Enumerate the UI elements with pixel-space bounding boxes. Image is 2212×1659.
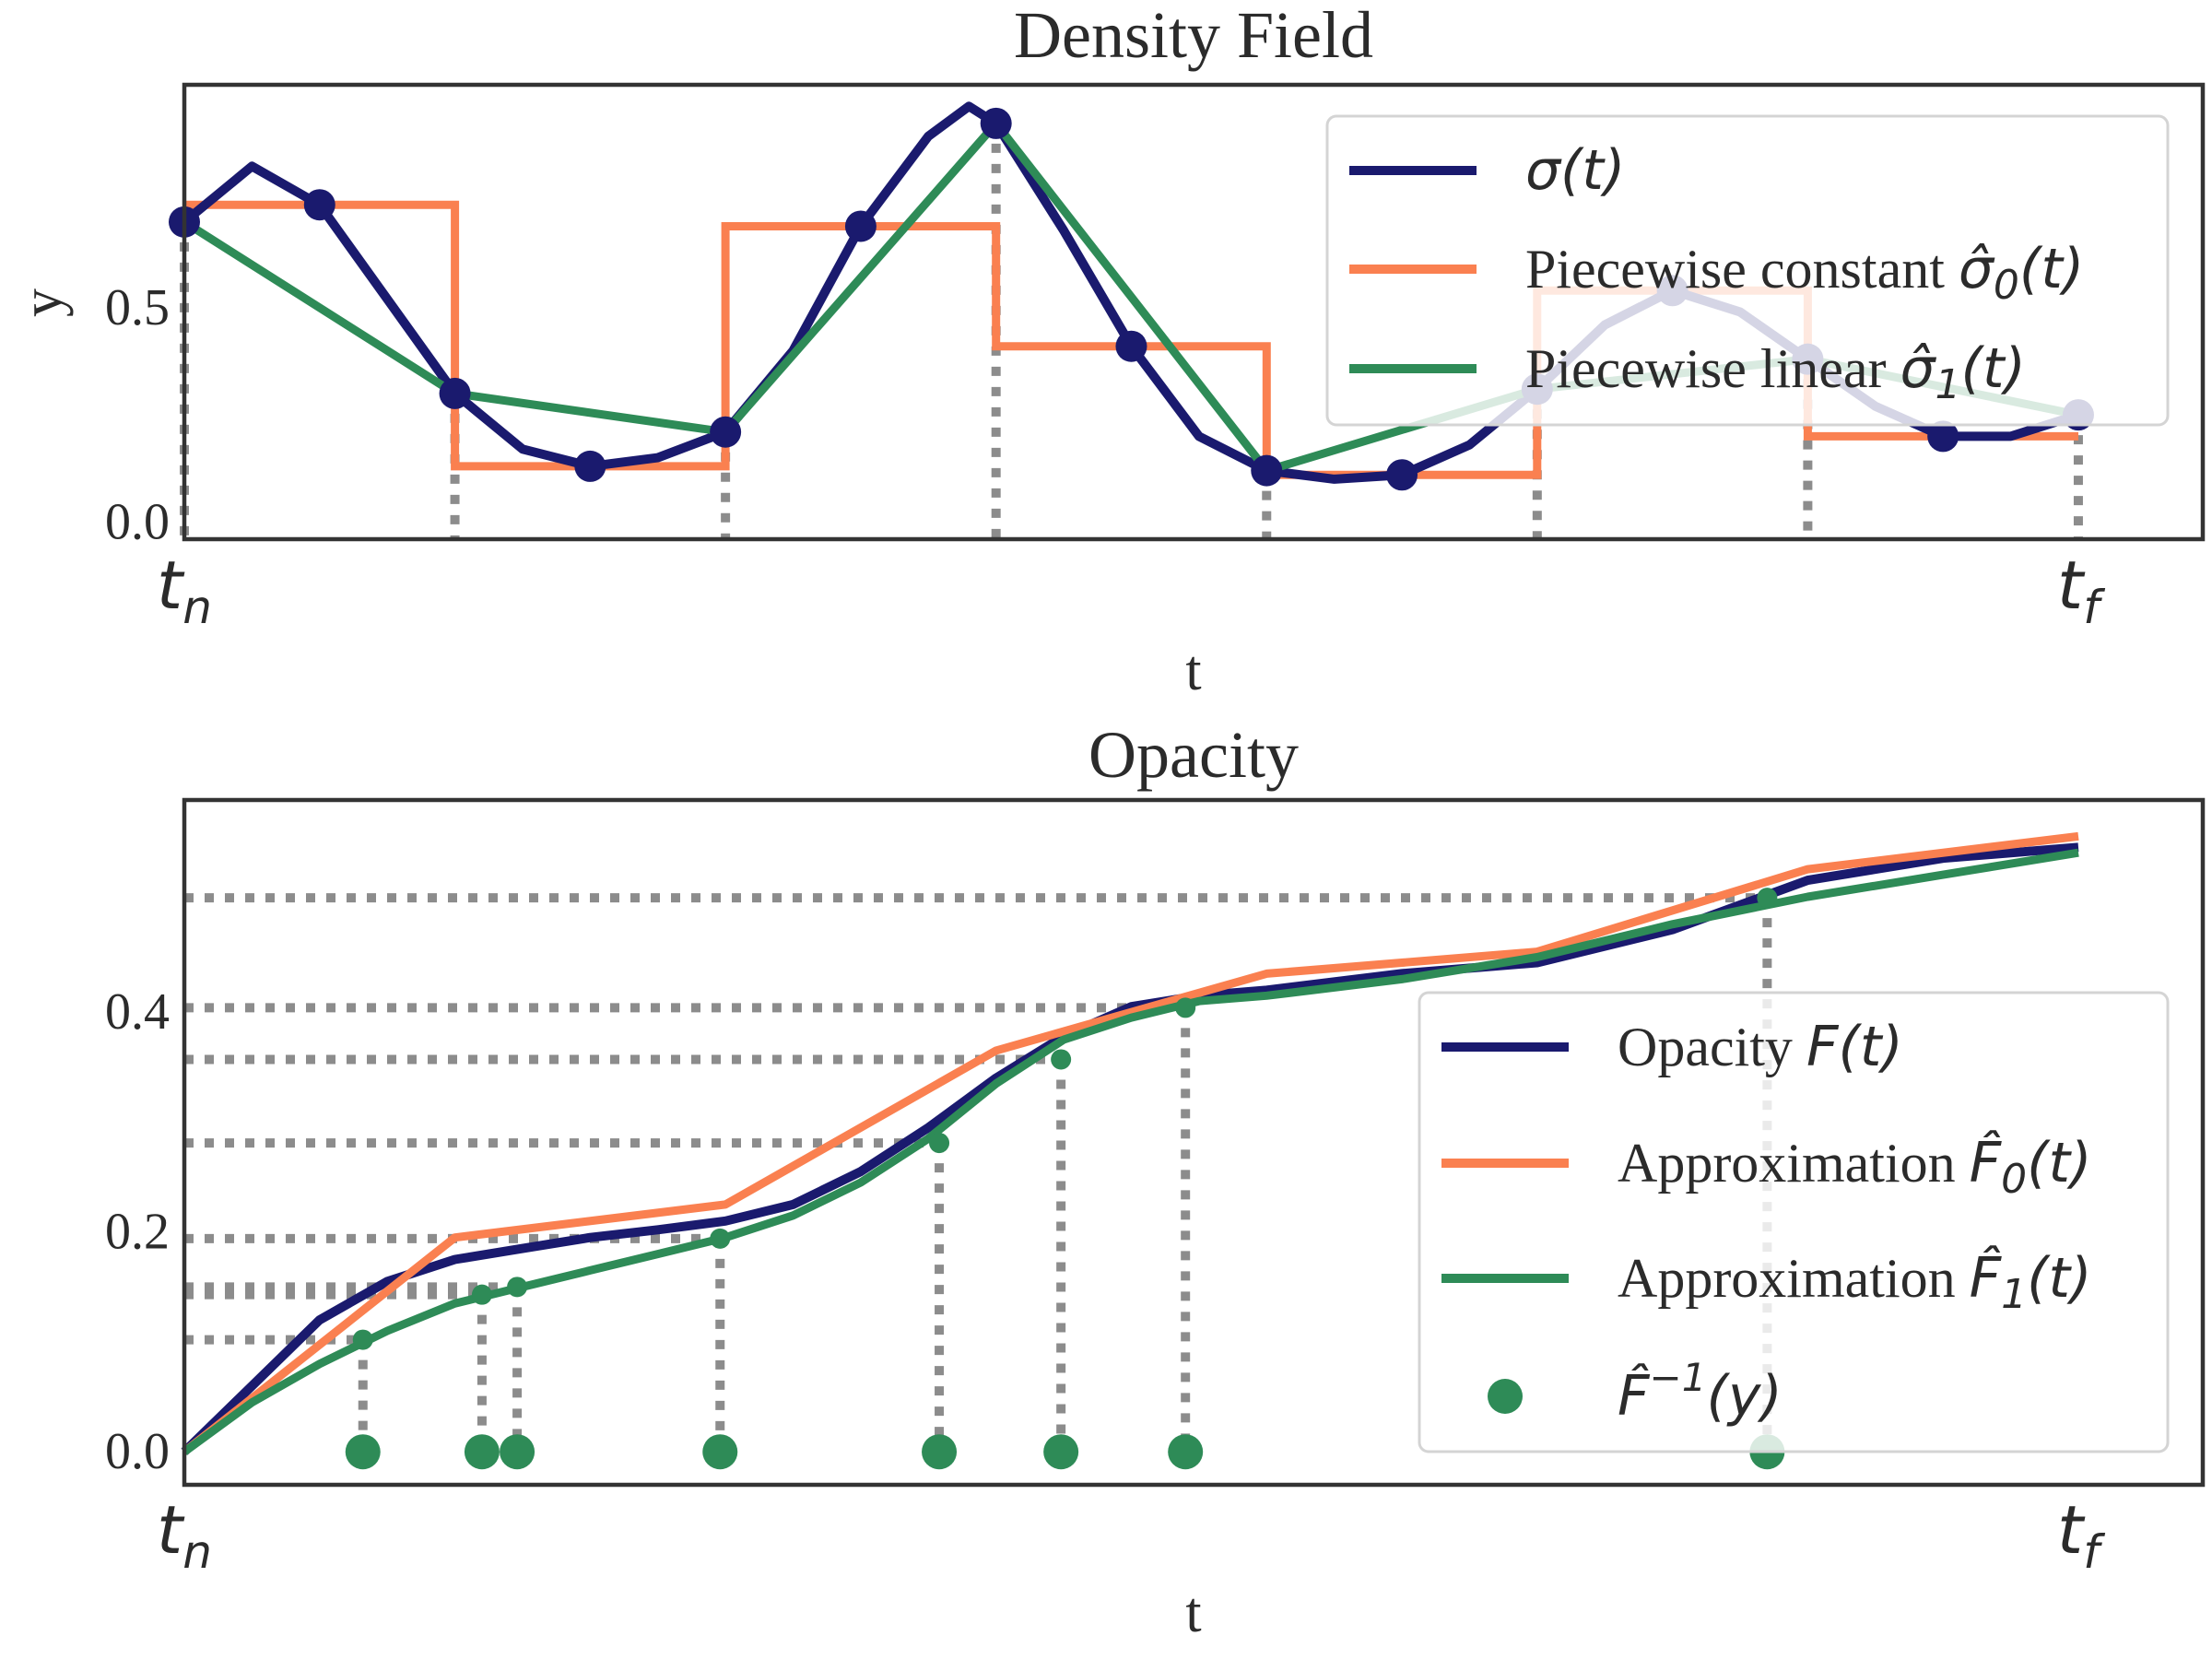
legend-text: Approximation	[1618, 1248, 1970, 1309]
x-tick-label: tn	[157, 547, 212, 634]
inverse-curve-point	[929, 1133, 950, 1154]
inverse-sample-point	[922, 1434, 958, 1470]
sample-point	[303, 189, 335, 221]
x-tick-label: tf	[2057, 1491, 2105, 1579]
x-tick-label: tn	[157, 1491, 212, 1579]
inverse-curve-point	[471, 1284, 492, 1305]
legend-math: F	[1806, 1015, 1840, 1079]
legend-label: F̂−1(y)	[1618, 1355, 1783, 1429]
legend-subscript: 0	[2001, 1156, 2027, 1203]
opacity-curve	[181, 842, 2079, 1455]
legend-math: F̂	[1618, 1363, 1651, 1429]
legend-subscript: 1	[2001, 1271, 2027, 1318]
inverse-curve-point	[1051, 1049, 1072, 1070]
legend-math: σ(t)	[1525, 138, 1625, 203]
legend-label: Approximation F̂1(t)	[1618, 1245, 2091, 1318]
plot-frame	[182, 797, 2206, 1488]
sample-point	[574, 450, 606, 482]
inverse-sample-point	[500, 1434, 535, 1470]
legend-math: F̂	[1970, 1245, 2003, 1311]
sample-point	[710, 416, 742, 448]
y-axis-label: y	[11, 288, 74, 317]
legend-box	[1325, 114, 2170, 427]
x-tick-subscript: n	[182, 581, 212, 634]
inverse-curve-point	[507, 1277, 528, 1298]
legend-math-tail: (y)	[1706, 1364, 1782, 1429]
legend-math: F̂	[1970, 1130, 2003, 1195]
sample-point	[1115, 330, 1147, 362]
legend-math-tail: (t)	[2027, 1246, 2091, 1311]
approximation-f0-line	[182, 831, 2079, 1455]
inverse-sample-point	[345, 1434, 381, 1470]
legend-label: Piecewise linear σ̂1(t)	[1525, 336, 2026, 408]
sample-point	[844, 210, 877, 242]
y-tick-label: 0.5	[105, 279, 170, 336]
legend-box	[1418, 991, 2170, 1453]
x-tick-subscript: f	[2083, 1525, 2105, 1579]
legend-subscript: 1	[1936, 361, 1961, 408]
legend-subscript: 0	[1994, 262, 2019, 309]
legend-text: Piecewise constant	[1525, 239, 1959, 300]
y-tick-label: 0.2	[105, 1204, 170, 1261]
legend-math-tail: (t)	[2019, 237, 2084, 301]
legend-label: Piecewise constant σ̂0(t)	[1525, 237, 2084, 309]
sample-point	[1386, 459, 1418, 491]
legend-marker	[1488, 1379, 1523, 1414]
inverse-curve-point	[1757, 888, 1778, 909]
x-tick-subscript: n	[182, 1525, 212, 1579]
approximation-f1-line	[182, 848, 2079, 1455]
sample-point	[1927, 420, 1959, 453]
x-tick-symbol: t	[157, 547, 185, 624]
x-tick-symbol: t	[2057, 547, 2086, 624]
x-axis-label: t	[1185, 1582, 1201, 1644]
legend-label: Opacity F(t)	[1618, 1015, 1903, 1079]
sample-point	[980, 107, 1012, 139]
inverse-curve-point	[352, 1329, 373, 1350]
x-tick-symbol: t	[157, 1491, 185, 1569]
y-tick-label: 0.4	[105, 983, 170, 1041]
x-tick-subscript: f	[2083, 581, 2105, 634]
chart-title: Density Field	[1014, 0, 1373, 72]
inverse-curve-point	[1175, 997, 1196, 1018]
sample-point	[1251, 454, 1283, 487]
legend-label: Approximation F̂0(t)	[1618, 1130, 2091, 1203]
x-axis-label: t	[1185, 640, 1201, 702]
x-tick-label: tf	[2057, 547, 2105, 634]
inverse-sample-point	[1043, 1434, 1079, 1470]
legend-label: σ(t)	[1525, 138, 1625, 203]
inverse-sample-point	[1168, 1434, 1204, 1470]
chart-title: Opacity	[1088, 718, 1299, 792]
inverse-sample-point	[702, 1434, 738, 1470]
legend-text: Piecewise linear	[1525, 338, 1900, 399]
inverse-curve-point	[710, 1228, 731, 1249]
plot-frame	[182, 82, 2206, 542]
legend-superscript: −1	[1650, 1355, 1707, 1400]
legend-math: σ̂	[1959, 237, 1995, 301]
sample-point	[439, 377, 471, 409]
x-tick-symbol: t	[2057, 1491, 2086, 1569]
y-tick-label: 0.0	[105, 1423, 170, 1480]
y-tick-label: 0.0	[105, 493, 170, 550]
legend-math-tail: (t)	[2027, 1131, 2091, 1195]
legend-text: Opacity	[1618, 1017, 1806, 1077]
legend-text: Approximation	[1618, 1133, 1970, 1194]
legend-math-tail: (t)	[1838, 1015, 1902, 1079]
inverse-sample-point	[464, 1434, 500, 1470]
legend-math: σ̂	[1900, 336, 1937, 401]
legend-math-tail: (t)	[1961, 336, 2026, 401]
